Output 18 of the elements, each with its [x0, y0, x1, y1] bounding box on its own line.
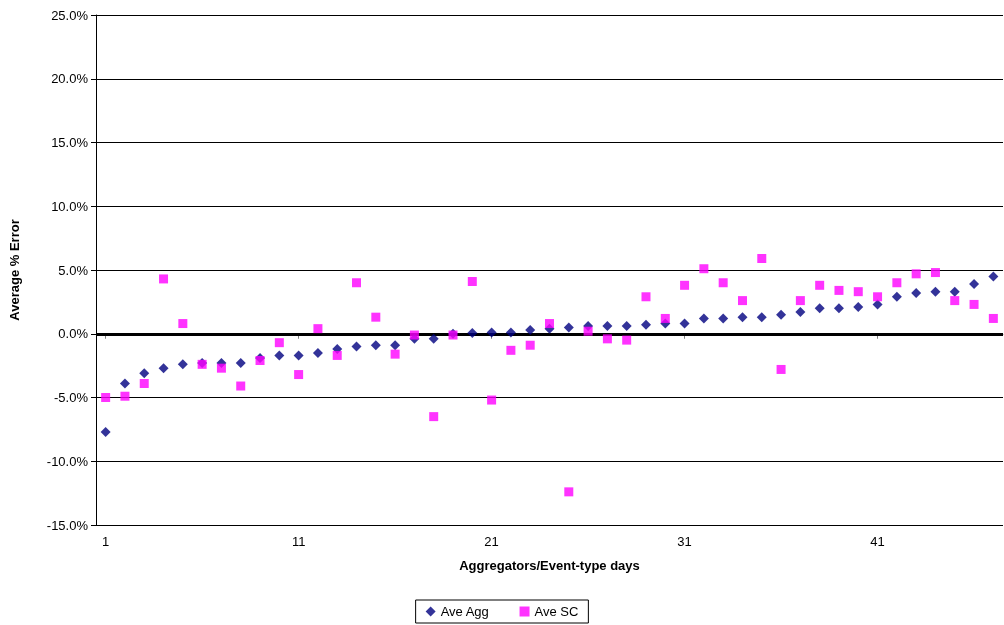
y-tick-label: -15.0% — [46, 517, 89, 533]
legend-label: Ave SC — [534, 604, 579, 619]
x-tick-label: 11 — [291, 534, 306, 549]
y-tick-label: 25.0% — [51, 7, 89, 23]
y-tick-label: -10.0% — [46, 453, 89, 469]
y-tick-label: 5.0% — [58, 262, 89, 278]
x-axis-title: Aggregators/Event-type days — [459, 558, 640, 573]
x-tick-label: 31 — [677, 534, 692, 549]
y-tick-label: 10.0% — [51, 198, 89, 214]
x-tick-label: 1 — [102, 534, 110, 549]
x-tick-label: 21 — [484, 534, 499, 549]
legend-label: Ave Agg — [440, 604, 489, 619]
y-tick-label: -5.0% — [54, 390, 89, 405]
y-tick-label: 0.0% — [58, 326, 89, 342]
x-tick-label: 41 — [870, 534, 885, 549]
y-tick-label: 20.0% — [51, 71, 89, 87]
y-axis-title: Average % Error — [7, 219, 22, 321]
y-tick-label: 15.0% — [51, 135, 89, 150]
